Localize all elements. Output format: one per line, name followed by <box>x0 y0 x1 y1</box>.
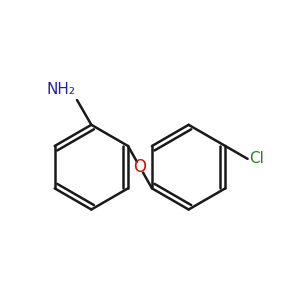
Text: Cl: Cl <box>249 152 264 166</box>
Text: NH₂: NH₂ <box>46 82 76 97</box>
Text: O: O <box>134 158 146 176</box>
